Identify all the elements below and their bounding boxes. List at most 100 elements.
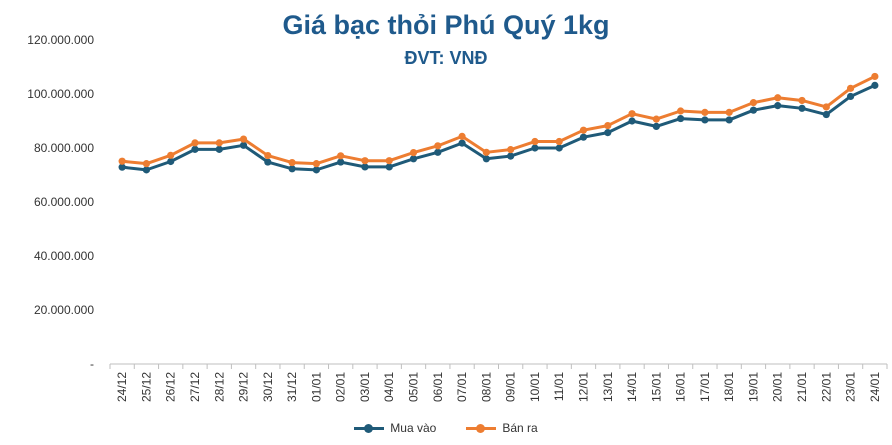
data-point	[701, 108, 709, 116]
data-point	[409, 148, 418, 157]
data-point	[798, 104, 806, 112]
x-tick-label: 26/12	[164, 372, 178, 402]
data-point	[167, 157, 175, 166]
data-point	[725, 108, 733, 116]
x-tick-label: 19/01	[746, 372, 760, 402]
y-tick-label: 120.000.000	[27, 33, 94, 47]
y-tick-label: 100.000.000	[27, 87, 94, 101]
legend-label-mua-vao: Mua vào	[390, 421, 437, 435]
data-point	[725, 116, 733, 124]
x-tick-label: 22/01	[819, 372, 833, 402]
data-point	[774, 94, 782, 102]
x-tick-label: 10/01	[528, 372, 542, 402]
data-point	[191, 145, 199, 153]
data-point	[239, 141, 248, 149]
data-point	[822, 103, 830, 111]
series-line	[121, 75, 876, 166]
data-point	[142, 160, 151, 168]
data-point	[118, 163, 126, 171]
x-tick-label: 11/01	[552, 372, 566, 401]
x-tick-label: 04/01	[382, 372, 396, 402]
x-tick-label: 18/01	[722, 372, 736, 402]
data-point	[361, 157, 369, 165]
legend-marker-mua-vao	[354, 423, 385, 433]
x-tick-label: 23/01	[844, 372, 858, 402]
data-point	[822, 110, 830, 119]
data-point	[871, 81, 879, 89]
y-tick-label: 60.000.000	[34, 195, 94, 209]
data-point	[482, 155, 490, 163]
x-tick-label: 07/01	[455, 372, 469, 402]
x-tick-label: 21/01	[795, 372, 809, 402]
data-point	[409, 155, 418, 163]
data-point	[604, 121, 612, 130]
data-point	[652, 122, 660, 130]
data-point	[215, 145, 223, 153]
x-tick-label: 15/01	[649, 372, 663, 402]
x-tick-label: 12/01	[576, 372, 590, 402]
data-point	[507, 146, 515, 154]
x-tick-label: 17/01	[698, 372, 712, 402]
data-point	[239, 135, 248, 143]
data-point	[385, 163, 393, 171]
x-tick-label: 24/12	[115, 372, 129, 402]
x-tick-label: 28/12	[212, 372, 226, 402]
x-axis-ticks: 24/12 25/12 26/12 27/12 28/12 29/12 30/12 31/12…	[109, 364, 888, 402]
y-tick-label: 80.000.000	[34, 141, 94, 155]
data-point	[458, 132, 466, 140]
data-point	[846, 92, 855, 101]
y-tick-label: -	[90, 357, 94, 371]
data-point	[507, 152, 515, 160]
data-point	[434, 148, 442, 156]
data-point	[312, 160, 320, 168]
data-point	[142, 166, 151, 174]
series-group	[118, 72, 879, 174]
data-point	[579, 126, 588, 134]
data-point	[458, 139, 466, 147]
data-point	[798, 96, 806, 105]
x-tick-label: 30/12	[261, 372, 275, 402]
data-point	[677, 114, 685, 123]
chart-subtitle: ĐVT: VNĐ	[404, 48, 488, 68]
x-tick-label: 31/12	[285, 372, 299, 402]
data-point	[361, 163, 369, 171]
data-point	[337, 152, 345, 160]
data-point	[749, 106, 758, 114]
data-point	[871, 72, 879, 81]
x-tick-label: 27/12	[188, 372, 202, 402]
data-point	[264, 151, 272, 160]
x-tick-label: 06/01	[431, 372, 445, 402]
x-tick-label: 09/01	[504, 372, 518, 402]
data-point	[555, 137, 563, 146]
series-line	[121, 83, 876, 172]
data-point	[579, 133, 588, 141]
data-point	[604, 129, 612, 137]
series-ban-ra	[118, 72, 879, 168]
x-tick-label: 24/01	[868, 372, 882, 402]
data-point	[652, 115, 660, 123]
x-tick-label: 05/01	[407, 372, 421, 402]
data-point	[215, 139, 223, 147]
data-point	[628, 117, 636, 125]
data-point	[434, 142, 442, 150]
x-tick-label: 01/01	[309, 372, 323, 402]
x-tick-label: 20/01	[771, 372, 785, 402]
data-point	[118, 157, 126, 165]
data-point	[555, 144, 563, 152]
y-axis-ticks: - 20.000.000 40.000.000 60.000.000 80.000.00…	[27, 33, 94, 371]
y-tick-label: 40.000.000	[34, 249, 94, 263]
x-tick-label: 02/01	[334, 372, 348, 402]
legend-item-ban-ra: Bán ra	[466, 421, 538, 435]
data-point	[288, 165, 296, 173]
x-tick-label: 08/01	[479, 372, 493, 402]
legend-marker-ban-ra	[466, 423, 497, 433]
data-point	[482, 148, 490, 156]
x-tick-label: 25/12	[139, 372, 153, 402]
data-point	[677, 107, 685, 115]
data-point	[774, 102, 782, 110]
data-point	[846, 84, 855, 92]
data-point	[191, 139, 199, 147]
legend: Mua vào Bán ra	[0, 421, 892, 435]
x-tick-label: 13/01	[601, 372, 615, 402]
